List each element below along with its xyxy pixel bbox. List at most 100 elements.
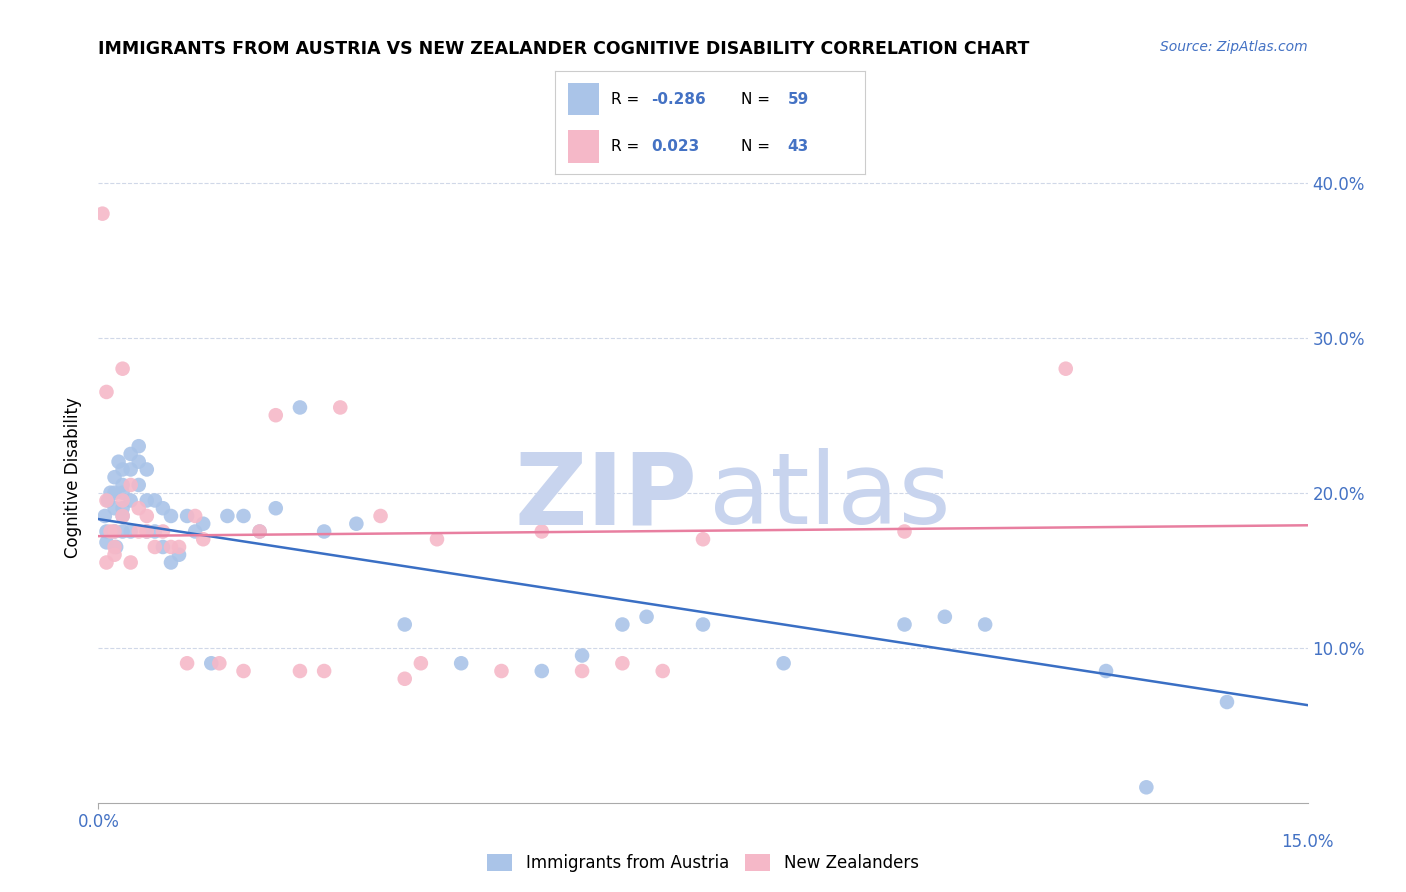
Point <box>530 664 553 678</box>
Point <box>232 664 254 678</box>
Point <box>120 447 142 461</box>
Point <box>111 508 134 523</box>
Point <box>111 361 134 376</box>
Point <box>264 408 287 422</box>
Point <box>152 501 174 516</box>
Point <box>100 524 122 539</box>
Point <box>184 524 207 539</box>
Point <box>105 540 128 554</box>
Point <box>111 462 134 476</box>
Point <box>450 657 472 671</box>
Point <box>974 617 997 632</box>
Point <box>152 524 174 539</box>
Point <box>571 664 593 678</box>
Point <box>103 524 125 539</box>
Point <box>111 478 134 492</box>
Text: atlas: atlas <box>709 449 950 545</box>
Point <box>184 508 207 523</box>
Point <box>103 548 125 562</box>
Point <box>96 493 118 508</box>
Point <box>394 672 416 686</box>
Point <box>103 540 125 554</box>
Point <box>636 609 658 624</box>
Point <box>314 664 336 678</box>
Point <box>208 657 231 671</box>
Text: 43: 43 <box>787 139 808 153</box>
Point <box>264 501 287 516</box>
Point <box>314 524 336 539</box>
Point <box>692 533 714 547</box>
Point <box>344 516 367 531</box>
Point <box>100 485 122 500</box>
Point <box>249 524 271 539</box>
Point <box>1054 361 1077 376</box>
Point <box>96 535 118 549</box>
Point <box>111 485 134 500</box>
Point <box>143 524 166 539</box>
Point <box>135 508 157 523</box>
Point <box>893 524 915 539</box>
Point <box>200 657 222 671</box>
Point <box>96 524 118 539</box>
Text: 0.023: 0.023 <box>651 139 700 153</box>
Point <box>103 470 125 484</box>
Legend: Immigrants from Austria, New Zealanders: Immigrants from Austria, New Zealanders <box>481 847 925 880</box>
Point <box>91 207 114 221</box>
Point <box>135 524 157 539</box>
Point <box>288 401 311 415</box>
Text: Source: ZipAtlas.com: Source: ZipAtlas.com <box>1160 40 1308 54</box>
Point <box>176 508 198 523</box>
Text: N =: N = <box>741 92 775 106</box>
Point <box>217 508 239 523</box>
Point <box>96 556 118 570</box>
Point <box>135 493 157 508</box>
Point <box>111 524 134 539</box>
Text: N =: N = <box>741 139 775 153</box>
Point <box>530 524 553 539</box>
Point <box>1135 780 1157 795</box>
Point <box>934 609 956 624</box>
Point <box>193 516 215 531</box>
Point <box>135 524 157 539</box>
Point <box>571 648 593 663</box>
Point <box>167 540 190 554</box>
Point <box>370 508 392 523</box>
Point <box>160 508 183 523</box>
Text: 59: 59 <box>787 92 808 106</box>
Text: IMMIGRANTS FROM AUSTRIA VS NEW ZEALANDER COGNITIVE DISABILITY CORRELATION CHART: IMMIGRANTS FROM AUSTRIA VS NEW ZEALANDER… <box>98 40 1029 58</box>
Point <box>128 501 150 516</box>
Point <box>103 524 125 539</box>
Point <box>143 540 166 554</box>
Point <box>94 508 117 523</box>
Point <box>111 493 134 508</box>
Point <box>120 524 142 539</box>
Point <box>120 478 142 492</box>
Text: 15.0%: 15.0% <box>1281 833 1334 851</box>
Point <box>1216 695 1239 709</box>
Point <box>893 617 915 632</box>
Point <box>167 548 190 562</box>
Point <box>111 508 134 523</box>
Bar <box>568 130 599 162</box>
Point <box>612 617 634 632</box>
Point <box>97 493 120 508</box>
Point <box>135 462 157 476</box>
Point <box>143 493 166 508</box>
Point <box>491 664 513 678</box>
Point <box>120 462 142 476</box>
Point <box>111 501 134 516</box>
Text: R =: R = <box>612 139 650 153</box>
Point <box>249 524 271 539</box>
Point <box>651 664 673 678</box>
Text: R =: R = <box>612 92 644 106</box>
Point <box>1095 664 1118 678</box>
Point <box>128 439 150 453</box>
Point <box>329 401 352 415</box>
Point <box>128 455 150 469</box>
Bar <box>568 83 599 115</box>
Point <box>152 540 174 554</box>
Point <box>288 664 311 678</box>
Point <box>772 657 794 671</box>
Point <box>128 524 150 539</box>
Point <box>107 455 129 469</box>
